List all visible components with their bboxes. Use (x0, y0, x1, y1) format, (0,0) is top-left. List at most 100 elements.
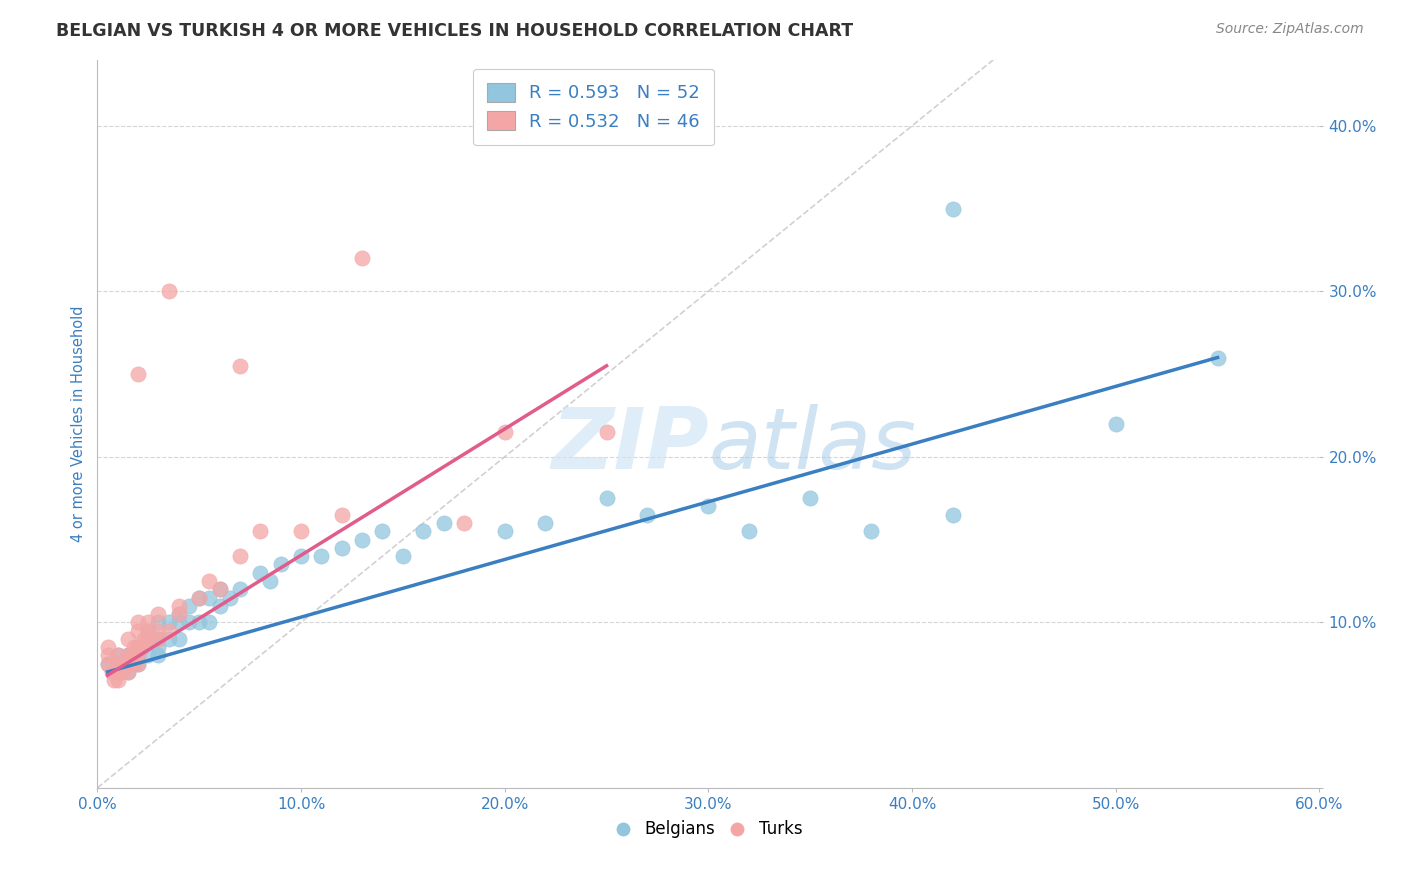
Point (433, 516, 456, 530)
Point (259, 574, 281, 588)
Point (107, 673, 129, 688)
Point (534, 516, 557, 530)
Point (198, 574, 221, 588)
Point (198, 591, 221, 605)
Point (352, 533, 374, 547)
Point (127, 624, 149, 638)
Point (136, 632, 159, 646)
Point (100, 665, 122, 679)
Point (157, 285, 180, 299)
Point (860, 524, 883, 539)
Point (392, 549, 415, 563)
Point (595, 491, 617, 506)
Point (330, 508, 353, 522)
Text: Source: ZipAtlas.com: Source: ZipAtlas.com (1216, 22, 1364, 37)
Point (412, 524, 434, 539)
Point (371, 524, 394, 539)
Point (177, 615, 200, 630)
Point (311, 549, 333, 563)
Point (148, 624, 170, 638)
Point (136, 624, 159, 638)
Point (177, 599, 200, 613)
Point (148, 640, 170, 655)
Point (167, 599, 190, 613)
Point (330, 541, 353, 555)
Point (103, 673, 125, 688)
Point (218, 591, 240, 605)
Point (249, 566, 271, 580)
Point (136, 615, 159, 630)
Point (148, 615, 170, 630)
Point (1206, 351, 1229, 365)
Point (453, 516, 475, 530)
Point (148, 648, 170, 663)
Point (107, 648, 129, 663)
Point (636, 508, 658, 522)
Point (188, 615, 211, 630)
Point (122, 640, 145, 655)
Point (249, 524, 271, 539)
Point (290, 524, 312, 539)
Point (157, 615, 180, 630)
Point (117, 665, 139, 679)
Legend: Belgians, Turks: Belgians, Turks (607, 814, 808, 845)
Point (118, 657, 141, 671)
Y-axis label: 4 or more Vehicles in Household: 4 or more Vehicles in Household (72, 305, 86, 542)
Point (167, 607, 190, 621)
Point (1105, 417, 1128, 431)
Point (111, 665, 134, 679)
Point (157, 632, 180, 646)
Point (127, 640, 149, 655)
Point (229, 549, 252, 563)
Point (117, 648, 139, 663)
Point (117, 657, 139, 671)
Point (157, 624, 180, 638)
Point (107, 665, 129, 679)
Point (208, 582, 231, 597)
Point (942, 508, 965, 522)
Point (697, 500, 720, 514)
Point (738, 524, 761, 539)
Point (148, 607, 170, 621)
Point (117, 665, 139, 679)
Point (229, 582, 252, 597)
Point (148, 632, 170, 646)
Point (270, 558, 292, 572)
Point (127, 657, 149, 671)
Point (127, 367, 149, 381)
Point (112, 657, 135, 671)
Point (131, 640, 153, 655)
Point (117, 648, 139, 663)
Point (127, 640, 149, 655)
Point (494, 524, 516, 539)
Point (136, 632, 159, 646)
Text: atlas: atlas (709, 404, 917, 487)
Point (942, 202, 965, 216)
Point (229, 359, 252, 373)
Point (121, 648, 143, 663)
Point (167, 632, 190, 646)
Point (117, 632, 139, 646)
Point (167, 615, 190, 630)
Point (290, 549, 312, 563)
Point (136, 648, 159, 663)
Point (96, 648, 118, 663)
Point (127, 615, 149, 630)
Point (148, 632, 170, 646)
Point (127, 648, 149, 663)
Point (188, 591, 211, 605)
Point (352, 251, 374, 265)
Point (595, 425, 617, 439)
Point (107, 648, 129, 663)
Point (208, 582, 231, 597)
Point (208, 599, 231, 613)
Text: BELGIAN VS TURKISH 4 OR MORE VEHICLES IN HOUSEHOLD CORRELATION CHART: BELGIAN VS TURKISH 4 OR MORE VEHICLES IN… (56, 22, 853, 40)
Point (136, 624, 159, 638)
Point (96, 657, 118, 671)
Point (96, 640, 118, 655)
Point (799, 491, 821, 506)
Point (107, 657, 129, 671)
Point (167, 607, 190, 621)
Point (134, 632, 156, 646)
Point (494, 425, 516, 439)
